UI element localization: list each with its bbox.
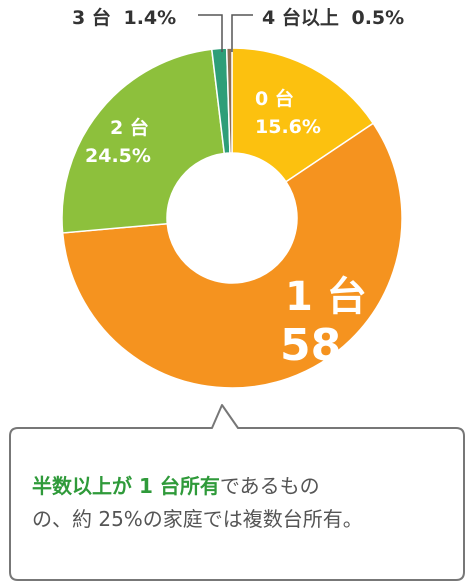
label-0-value: 15.6% <box>255 116 321 138</box>
label-2-value: 24.5% <box>85 145 151 167</box>
label-3: 3 台 1.4% <box>72 6 176 29</box>
callout-rest: であるもの <box>219 474 320 498</box>
callout-line2: の、約 25%の家庭では複数台所有。 <box>32 507 363 531</box>
label-3-category: 3 台 <box>72 6 111 29</box>
callout-bubble <box>9 404 465 581</box>
callout-highlight: 半数以上が 1 台所有 <box>32 474 220 498</box>
label-3-value: 1.4% <box>123 7 176 29</box>
leader-line-4 <box>231 14 253 52</box>
label-4: 4 台以上 0.5% <box>262 6 404 29</box>
label-4-category: 4 台以上 <box>262 6 339 29</box>
slice-4 <box>225 47 233 154</box>
leader-line-3 <box>198 14 223 52</box>
label-1-category: 1 台 <box>285 274 367 320</box>
callout-text: 半数以上が 1 台所有であるもの の、約 25%の家庭では複数台所有。 <box>32 470 442 536</box>
label-2-category: 2 台 <box>110 116 149 139</box>
slice-2 <box>61 48 226 234</box>
slice-0 <box>231 47 375 183</box>
label-1-value: 58.0% <box>280 320 433 371</box>
donut-slices <box>61 47 403 389</box>
slice-1 <box>61 122 403 389</box>
label-0-category: 0 台 <box>255 87 294 110</box>
leader-lines <box>198 14 253 52</box>
label-4-value: 0.5% <box>351 7 404 29</box>
